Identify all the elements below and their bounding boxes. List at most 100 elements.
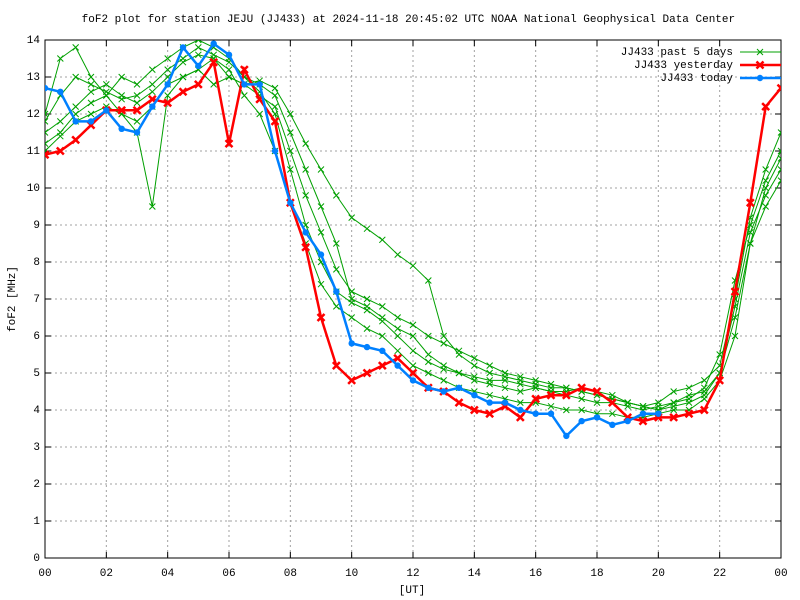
marker — [225, 73, 233, 81]
marker — [117, 105, 127, 115]
marker — [348, 314, 356, 321]
marker — [777, 147, 781, 155]
marker — [394, 362, 401, 369]
marker — [608, 410, 616, 418]
marker — [562, 406, 570, 414]
marker — [470, 354, 478, 362]
y-tick-label: 10 — [27, 183, 40, 195]
marker — [72, 44, 80, 51]
marker — [394, 314, 402, 321]
legend-label: JJ433 past 5 days — [621, 47, 733, 59]
legend-label: JJ433 yesterday — [634, 60, 733, 72]
marker — [210, 81, 218, 88]
marker — [700, 377, 708, 384]
marker — [133, 118, 141, 125]
marker — [57, 88, 64, 96]
marker — [762, 203, 770, 210]
marker — [362, 368, 372, 378]
marker — [332, 192, 340, 199]
marker — [45, 129, 49, 136]
marker — [241, 81, 248, 88]
y-tick-label: 1 — [33, 516, 40, 528]
marker — [516, 373, 524, 381]
marker — [455, 384, 463, 391]
marker — [455, 347, 463, 355]
marker — [638, 416, 648, 426]
y-tick-label: 7 — [33, 294, 40, 306]
x-tick-label: 20 — [652, 568, 665, 580]
y-tick-label: 4 — [33, 405, 40, 417]
marker — [240, 92, 248, 99]
marker — [378, 332, 386, 340]
marker — [516, 380, 524, 388]
marker — [607, 398, 617, 407]
marker — [271, 147, 279, 155]
marker — [103, 107, 110, 114]
marker — [639, 410, 647, 417]
marker — [55, 146, 65, 156]
marker — [777, 166, 781, 173]
x-tick-label: 12 — [406, 568, 419, 580]
marker — [532, 410, 539, 417]
marker — [469, 405, 479, 415]
marker — [624, 399, 632, 406]
marker — [317, 280, 325, 288]
marker — [486, 362, 494, 369]
marker — [578, 417, 585, 425]
y-tick-label: 5 — [33, 368, 40, 380]
marker — [777, 155, 781, 162]
marker — [609, 421, 616, 428]
marker — [179, 44, 187, 51]
marker — [271, 103, 279, 110]
marker — [425, 384, 432, 391]
legend-marker — [755, 60, 765, 70]
marker — [424, 358, 432, 366]
marker — [164, 55, 172, 62]
marker — [424, 351, 432, 358]
marker — [363, 343, 371, 351]
marker — [133, 129, 141, 136]
marker — [409, 321, 417, 329]
marker — [348, 299, 356, 307]
legend-label: JJ433 today — [660, 73, 733, 85]
marker — [317, 229, 325, 236]
marker — [301, 242, 311, 252]
marker — [378, 317, 386, 325]
marker — [762, 166, 770, 173]
x-tick-label: 00 — [38, 568, 51, 580]
marker — [516, 399, 524, 406]
marker — [164, 66, 172, 73]
marker — [486, 369, 494, 377]
marker — [440, 377, 448, 384]
marker — [239, 65, 249, 74]
marker — [87, 110, 95, 118]
marker — [515, 413, 525, 422]
marker — [148, 81, 156, 88]
marker — [546, 390, 556, 400]
marker — [179, 55, 187, 62]
x-tick-label: 02 — [100, 568, 113, 580]
marker — [501, 369, 509, 377]
marker — [670, 388, 678, 395]
marker — [577, 383, 587, 393]
marker — [593, 414, 601, 421]
marker — [501, 377, 509, 384]
chart-title: foF2 plot for station JEJU (JJ433) at 20… — [82, 14, 485, 26]
marker — [762, 177, 770, 184]
marker — [225, 66, 233, 73]
marker — [133, 99, 141, 107]
marker — [271, 92, 279, 99]
marker — [194, 51, 202, 59]
marker — [699, 405, 709, 415]
marker — [762, 192, 770, 199]
marker — [363, 295, 371, 303]
x-tick-label: 06 — [222, 568, 235, 580]
marker — [256, 81, 263, 88]
x-axis-label: [UT] — [399, 585, 425, 597]
legend-marker — [756, 74, 764, 82]
marker — [45, 110, 49, 118]
marker — [730, 287, 740, 296]
marker — [393, 353, 403, 363]
marker — [394, 325, 402, 332]
